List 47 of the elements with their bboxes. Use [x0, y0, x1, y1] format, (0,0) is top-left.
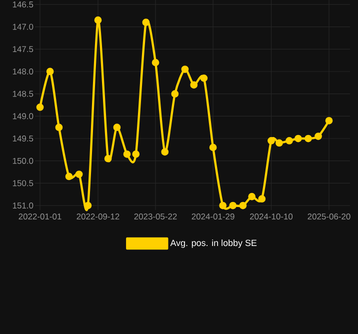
point — [152, 58, 160, 66]
point — [325, 116, 333, 124]
legend-label: Avg. pos. in lobby SE — [170, 239, 257, 248]
point — [46, 68, 54, 76]
point — [190, 81, 198, 89]
y-tick-label: 146.5 — [12, 1, 34, 8]
point — [219, 202, 227, 210]
point — [276, 139, 283, 147]
y-tick-label: 149.0 — [12, 113, 34, 120]
x-tick-label: 2022-01-01 — [18, 214, 62, 220]
point — [239, 202, 247, 210]
y-tick-label: 147.0 — [12, 24, 34, 30]
point — [132, 150, 140, 158]
point — [55, 124, 63, 132]
y-tick-label: 151.0 — [12, 202, 34, 209]
point — [314, 132, 322, 140]
x-tick-label: 2025-06-20 — [308, 214, 350, 220]
point — [200, 74, 208, 82]
y-tick-label: 148.5 — [12, 90, 34, 97]
y-tick-label: 147.5 — [12, 46, 34, 52]
x-tick-label: 2022-09-12 — [76, 214, 120, 220]
y-tick-label: 149.5 — [12, 136, 34, 142]
point — [294, 134, 302, 142]
point — [36, 104, 44, 111]
point — [171, 90, 179, 98]
point — [104, 154, 112, 162]
point — [123, 150, 131, 158]
point — [286, 137, 293, 144]
point — [113, 124, 121, 132]
point — [181, 66, 189, 73]
point — [94, 16, 102, 24]
y-tick-label: 148.0 — [12, 68, 34, 74]
y-tick-label: 150.5 — [12, 180, 34, 186]
y-tick-label: 150.0 — [12, 158, 34, 164]
x-tick-label: 2024-01-29 — [192, 214, 234, 220]
x-tick-label: 2024-10-10 — [250, 214, 293, 220]
point — [268, 137, 275, 144]
point — [75, 170, 83, 178]
point — [229, 202, 237, 210]
x-tick-label: 2023-05-22 — [134, 214, 177, 220]
point — [142, 18, 150, 26]
point — [248, 192, 256, 200]
point — [65, 172, 73, 180]
point — [258, 195, 266, 203]
point — [304, 134, 312, 142]
point — [209, 144, 217, 152]
point — [161, 148, 169, 156]
